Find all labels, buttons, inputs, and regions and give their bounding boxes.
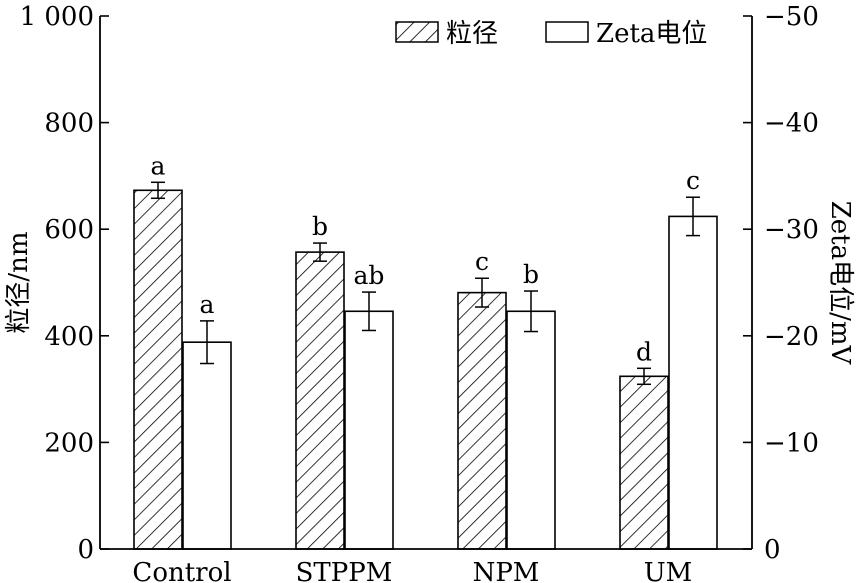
- error-bar: [362, 291, 376, 332]
- bar-size-control: [133, 189, 183, 550]
- legend-label: 粒径: [446, 19, 498, 49]
- significance-label: c: [686, 166, 700, 195]
- legend: 粒径 Zeta电位: [395, 19, 707, 49]
- right-tick-label: −50: [764, 2, 819, 32]
- x-tick-label: NPM: [473, 558, 540, 583]
- significance-label: ab: [354, 261, 385, 290]
- bar-zeta-npm: [506, 310, 556, 550]
- significance-label: b: [523, 260, 539, 289]
- error-bar: [686, 196, 700, 237]
- x-tick-label: UM: [644, 558, 693, 583]
- bar-zeta-um: [668, 215, 718, 550]
- legend-swatch-zeta: [545, 21, 589, 43]
- x-tick-label: Control: [132, 558, 231, 583]
- bar-size-um: [619, 375, 669, 550]
- bar-size-npm: [457, 291, 507, 550]
- error-bar: [637, 367, 651, 386]
- left-tick-label: 200: [44, 428, 94, 458]
- right-tick-label: −30: [764, 215, 819, 245]
- left-tick-label: 600: [44, 215, 94, 245]
- right-tick-label: −40: [764, 109, 819, 139]
- error-bar: [313, 242, 327, 262]
- right-axis-title: Zeta电位/mV: [825, 201, 855, 366]
- right-tick-label: 0: [764, 535, 781, 565]
- significance-label: a: [151, 151, 166, 180]
- legend-label: Zeta电位: [596, 19, 707, 49]
- error-bar: [524, 290, 538, 333]
- legend-swatch-size: [395, 21, 439, 43]
- bar-zeta-stppm: [344, 310, 394, 550]
- error-bar: [200, 320, 214, 365]
- significance-label: b: [312, 212, 328, 241]
- right-tick-label: −20: [764, 322, 819, 352]
- x-tick-label: STPPM: [296, 558, 393, 583]
- left-tick-label: 800: [44, 109, 94, 139]
- bar-zeta-control: [182, 341, 232, 550]
- error-bar: [475, 277, 489, 308]
- significance-label: a: [200, 290, 215, 319]
- significance-label: d: [636, 337, 652, 366]
- right-tick-label: −10: [764, 428, 819, 458]
- left-tick-label: 1 000: [20, 2, 94, 32]
- error-bar: [151, 181, 165, 200]
- left-tick-label: 400: [44, 322, 94, 352]
- bar-size-stppm: [295, 251, 345, 550]
- left-axis-title: 粒径/nm: [4, 231, 34, 333]
- left-tick-label: 0: [77, 535, 94, 565]
- significance-label: c: [475, 247, 489, 276]
